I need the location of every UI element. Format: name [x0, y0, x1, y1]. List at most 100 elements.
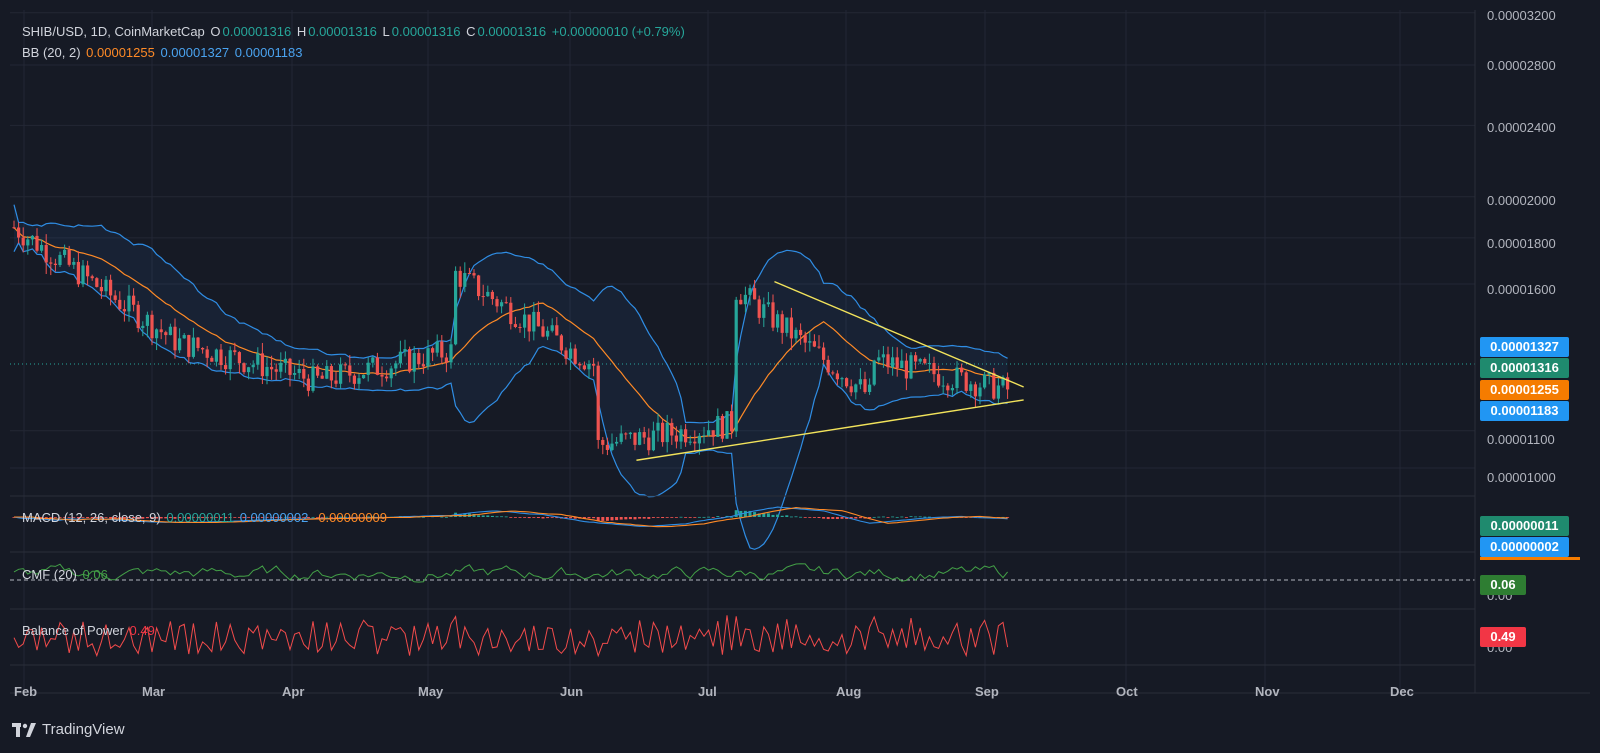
- macd-hist-bar: [40, 517, 44, 518]
- bb-lower-value: 0.00001183: [234, 45, 303, 60]
- candle-body: [495, 299, 499, 307]
- candle-body: [256, 353, 260, 365]
- close-label: C: [466, 24, 476, 39]
- candle-body: [500, 302, 504, 307]
- macd-hist-bar: [679, 516, 683, 518]
- macd-hist-bar: [63, 517, 67, 518]
- macd-hist-bar: [53, 517, 57, 518]
- macd-hist-bar: [228, 517, 232, 518]
- macd-signal-line: [14, 507, 1008, 528]
- macd-hist-bar: [651, 517, 655, 518]
- bb-upper-line: [13, 204, 1008, 424]
- macd-hist-bar: [785, 515, 789, 517]
- cmf-tag: 0.06: [1480, 575, 1526, 595]
- candle-body: [532, 311, 536, 332]
- macd-hist-bar: [716, 516, 720, 517]
- candle-body: [518, 327, 522, 329]
- macd-hist-bar: [477, 515, 481, 517]
- bop-legend-label[interactable]: Balance of Power: [22, 623, 124, 638]
- candle-body: [822, 347, 826, 360]
- candle-body: [435, 341, 439, 353]
- candle-body: [196, 337, 200, 348]
- macd-hist-bar: [707, 516, 711, 518]
- macd-hist-bar: [421, 516, 425, 518]
- macd-hist-bar: [463, 513, 467, 517]
- macd-hist-bar: [909, 516, 913, 518]
- macd-hist-bar: [808, 517, 812, 518]
- candle-body: [619, 433, 623, 442]
- macd-hist-bar: [210, 517, 214, 519]
- candle-body: [362, 374, 366, 379]
- macd-hist-bar: [145, 517, 149, 519]
- macd-hist-bar: [523, 517, 527, 518]
- macd-hist-bar: [339, 516, 343, 518]
- macd-hist-bar: [509, 517, 513, 518]
- candle-body: [141, 325, 145, 329]
- bop-value: 0.49: [129, 623, 155, 638]
- candle-body: [145, 314, 149, 326]
- candle-body: [12, 227, 16, 229]
- candle-body: [877, 357, 881, 361]
- candle-body: [44, 245, 48, 263]
- symbol-label[interactable]: SHIB/USD, 1D, CoinMarketCap: [22, 24, 205, 39]
- low-label: L: [382, 24, 390, 39]
- candle-body: [191, 337, 195, 357]
- y-tick: 0.00001800: [1487, 236, 1556, 251]
- candle-body: [118, 299, 122, 310]
- macd-hist-bar: [835, 517, 839, 520]
- bb-legend-label[interactable]: BB (20, 2): [22, 45, 81, 60]
- candle-body: [955, 367, 959, 389]
- y-tick: 0.00003200: [1487, 8, 1556, 23]
- cmf-legend-label[interactable]: CMF (20): [22, 567, 77, 582]
- macd-hist-bar: [104, 517, 108, 518]
- macd-hist-bar: [440, 516, 444, 518]
- candle-body: [900, 360, 904, 369]
- candle-body: [960, 367, 964, 373]
- macd-hist-bar: [150, 517, 154, 519]
- candle-body: [201, 347, 205, 350]
- macd-legend-label[interactable]: MACD (12, 26, close, 9): [22, 510, 161, 525]
- x-tick: Aug: [836, 684, 862, 699]
- candle-body: [283, 358, 287, 363]
- macd-hist-bar: [541, 517, 545, 519]
- macd-hist-bar: [302, 517, 306, 518]
- y-tick: 0.00001100: [1487, 432, 1555, 447]
- macd-hist-bar: [854, 517, 858, 519]
- candle-body: [352, 375, 356, 384]
- macd-hist-bar: [449, 516, 453, 518]
- tradingview-brand[interactable]: TradingView: [12, 721, 125, 738]
- macd-hist-bar: [504, 516, 508, 518]
- candle-body: [826, 359, 830, 373]
- candle-body: [937, 374, 941, 386]
- candle-body: [946, 385, 950, 391]
- candle-body: [555, 325, 559, 336]
- high-value: 0.00001316: [308, 24, 377, 39]
- candle-body: [881, 354, 885, 358]
- candle-body: [53, 263, 57, 266]
- macd-hist-bar: [159, 517, 163, 519]
- candle-body: [840, 378, 844, 380]
- candle-body: [403, 349, 407, 352]
- candle-body: [601, 439, 605, 445]
- candle-body: [684, 429, 688, 443]
- y-tick: 0.00002400: [1487, 120, 1556, 135]
- candle-body: [541, 326, 545, 337]
- candle-body: [49, 262, 53, 264]
- macd-hist-bar: [647, 517, 651, 519]
- macd-hist-bar: [780, 515, 784, 517]
- candle-body: [573, 348, 577, 364]
- candle-body: [86, 265, 90, 277]
- macd-hist-bar: [812, 517, 816, 518]
- candle-body: [481, 296, 485, 298]
- candle-body: [233, 350, 237, 353]
- macd-hist-bar: [260, 517, 264, 518]
- candle-body: [311, 366, 315, 391]
- candle-body: [168, 326, 172, 336]
- macd-hist-bar: [628, 517, 632, 520]
- y-tick: 0.00002800: [1487, 58, 1556, 73]
- candle-body: [638, 432, 642, 445]
- candle-body: [99, 286, 103, 292]
- macd-hist-bar: [711, 517, 715, 518]
- candle-body: [996, 385, 1000, 399]
